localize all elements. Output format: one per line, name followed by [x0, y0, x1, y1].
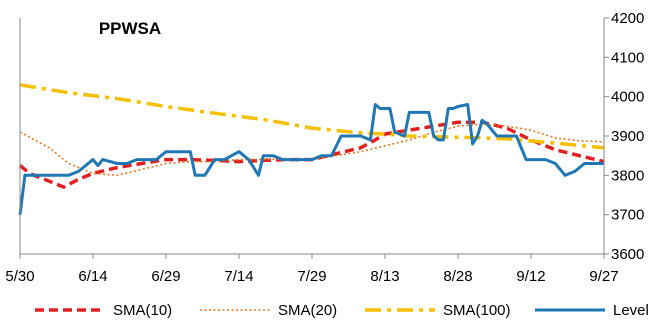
x-tick-label: 7/14 — [224, 268, 253, 285]
y-tick-label: 3600 — [611, 246, 644, 263]
series-line-4 — [18, 103, 604, 215]
legend: SMA(10) SMA(20) SMA(100) Level — [35, 302, 649, 319]
legend-label-2: SMA(20) — [278, 302, 337, 319]
x-tick-label: 8/13 — [370, 268, 399, 285]
y-tick-label: 4200 — [611, 10, 644, 27]
y-tick-label: 3800 — [611, 167, 644, 184]
x-tick-label: 9/27 — [589, 268, 618, 285]
axes: 3600 3700 3800 3900 4000 4100 4200 5/30 6/14 6/29… — [5, 10, 644, 285]
x-tick-label: 7/29 — [297, 268, 326, 285]
legend-label-1: SMA(10) — [113, 302, 172, 319]
series-line-3 — [19, 83, 605, 150]
x-tick-label: 6/14 — [78, 268, 107, 285]
legend-label-3: SMA(100) — [443, 302, 511, 319]
y-tick-label: 3900 — [611, 128, 644, 145]
x-tick-label: 6/29 — [151, 268, 180, 285]
chart-title: PPWSA — [99, 19, 161, 38]
x-tick-label: 5/30 — [5, 268, 34, 285]
y-tick-label: 3700 — [611, 207, 644, 224]
series-line-1 — [18, 120, 605, 189]
legend-label-4: Level — [613, 302, 649, 319]
series-line-2 — [19, 123, 605, 177]
y-tick-label: 4100 — [611, 49, 644, 66]
x-tick-label: 8/28 — [443, 268, 472, 285]
x-tick-label: 9/12 — [516, 268, 545, 285]
plot-area — [18, 83, 605, 215]
y-tick-label: 4000 — [611, 89, 644, 106]
